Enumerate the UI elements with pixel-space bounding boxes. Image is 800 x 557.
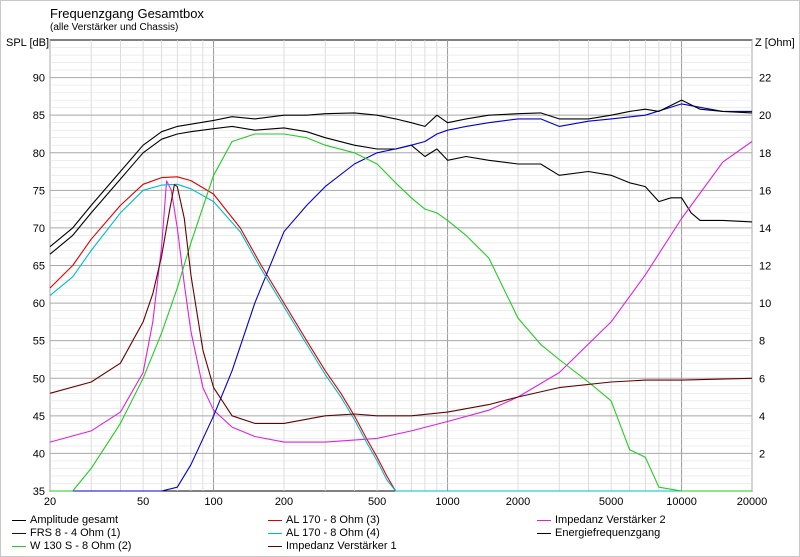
y-tick-label-left: 50 [33,373,45,385]
series-line-6 [49,99,753,248]
legend-label: FRS 8 - 4 Ohm (1) [30,527,121,539]
y-tick-label-left: 80 [33,148,45,160]
series-line-3 [49,141,753,443]
x-tick-label: 200 [275,496,293,508]
x-tick-label: 100 [204,496,222,508]
legend-swatch [12,532,26,534]
y-tick-label-left: 45 [33,411,45,423]
legend-swatch [268,545,282,547]
y-tick-label-right: 14 [759,223,771,235]
legend-label: Amplitude gesamt [30,514,119,526]
x-tick-label: 500 [368,496,386,508]
legend-label: Impedanz Verstärker 1 [286,540,397,552]
legend-label: Impedanz Verstärker 2 [555,514,666,526]
y-axis-label-right: Z [Ohm] [755,37,795,49]
y-tick-label-left: 90 [33,73,45,85]
legend-label: AL 170 - 8 Ohm (4) [286,527,380,539]
legend-item: Impedanz Verstärker 1 [268,540,397,552]
series-line-7 [50,133,752,492]
y-tick-label-right: 4 [759,411,765,423]
legend-swatch [268,532,282,534]
y-tick-label-right: 22 [759,73,771,85]
x-tick-label: 20000 [737,496,768,508]
y-tick-label-left: 75 [33,185,45,197]
y-tick-label-left: 40 [33,448,45,460]
legend-label: W 130 S - 8 Ohm (2) [30,540,132,552]
legend-swatch [12,545,26,547]
y-tick-label-left: 70 [33,223,45,235]
y-axis-label-left: SPL [dB] [6,37,50,49]
chart-subtitle: (alle Verstärker und Chassis) [50,22,179,33]
y-tick-label-right: 8 [759,336,765,348]
x-tick-label: 2000 [506,496,530,508]
legend-swatch [537,532,551,534]
legend-label: Energiefrequenzgang [555,527,661,539]
x-tick-label: 20 [44,496,56,508]
y-tick-label-right: 6 [759,373,765,385]
legend-item: Energiefrequenzgang [537,527,660,539]
x-tick-label: 5000 [599,496,623,508]
y-tick-label-right: 2 [759,448,765,460]
series-line-1 [49,125,753,255]
y-tick-label-right: 20 [759,110,771,122]
y-tick-label-right: 10 [759,298,771,310]
y-tick-label-right: 12 [759,261,771,273]
legend-swatch [537,519,551,521]
legend-swatch [268,519,282,521]
y-tick-label-left: 55 [33,336,45,348]
legend-label: AL 170 - 8 Ohm (3) [286,514,380,526]
legend-swatch [12,519,26,521]
legend-item: AL 170 - 8 Ohm (4) [268,527,380,539]
series-line-8 [49,184,753,424]
legend-item: Impedanz Verstärker 2 [537,514,666,526]
legend-item: AL 170 - 8 Ohm (3) [268,514,380,526]
legend-item: Amplitude gesamt [12,514,118,526]
y-tick-label-right: 16 [759,185,771,197]
y-tick-label-left: 65 [33,261,45,273]
y-tick-label-left: 85 [33,110,45,122]
series-line-4 [50,103,752,492]
y-tick-label-left: 60 [33,298,45,310]
x-tick-label: 1000 [435,496,459,508]
chart-title: Frequenzgang Gesamtbox [50,6,204,21]
series-line-5 [49,183,752,492]
y-tick-label-right: 18 [759,148,771,160]
x-tick-label: 10000 [666,496,697,508]
y-tick-label-left: 35 [33,486,45,498]
legend-item: W 130 S - 8 Ohm (2) [12,540,131,552]
x-tick-label: 50 [137,496,149,508]
legend-item: FRS 8 - 4 Ohm (1) [12,527,120,539]
